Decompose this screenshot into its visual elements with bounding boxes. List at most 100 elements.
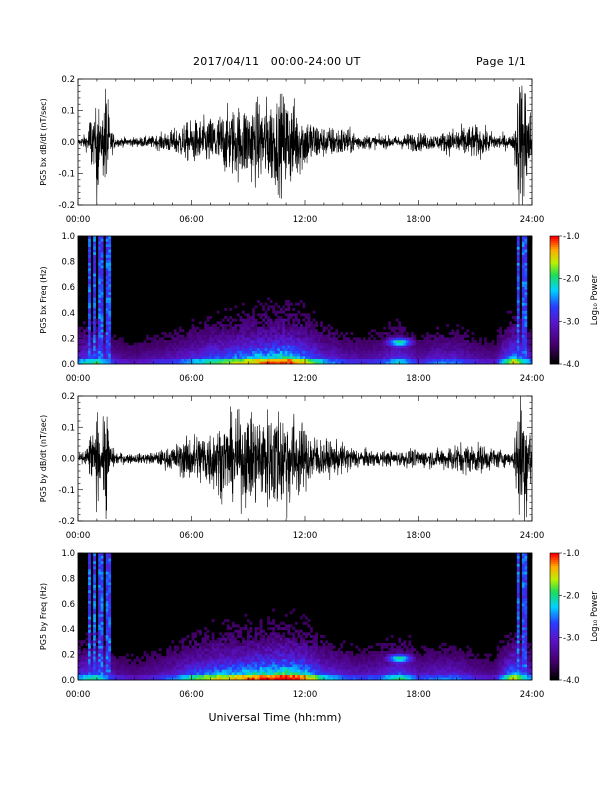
spectrogram-cell <box>320 334 323 338</box>
spectrogram-cell <box>166 661 170 665</box>
spectrogram-cell <box>320 345 323 349</box>
spectrogram-cell <box>211 332 215 335</box>
spectrogram-cell <box>93 645 96 649</box>
spectrogram-cell <box>267 656 270 660</box>
spectrogram-cell <box>108 587 112 591</box>
spectrogram-cell <box>337 350 341 354</box>
spectrogram-cell <box>241 669 245 673</box>
spectrogram-cell <box>403 348 407 351</box>
spectrogram-cell <box>100 650 104 654</box>
spectrogram-cell <box>269 650 273 654</box>
spectrogram-cell <box>337 661 341 665</box>
spectrogram-cell <box>88 608 91 612</box>
spectrogram-cell <box>282 318 286 322</box>
spectrogram-cell <box>181 677 185 681</box>
spectrogram-cell <box>110 661 114 665</box>
spectrogram-cell <box>105 627 109 631</box>
spectrogram-cell <box>115 348 119 351</box>
spectrogram-cell <box>426 342 429 346</box>
spectrogram-cell <box>244 658 248 662</box>
spectrogram-cell <box>191 318 195 322</box>
spectrogram-cell <box>365 353 369 357</box>
spectrogram-cell <box>78 674 81 678</box>
spectrogram-cell <box>98 590 101 593</box>
spectrogram-cell <box>294 316 298 319</box>
spectrogram-cell <box>327 340 331 343</box>
spectrogram-cell <box>108 558 112 562</box>
spectrogram-cell <box>181 361 185 365</box>
spectrogram-cell <box>95 669 99 673</box>
spectrogram-cell <box>509 348 513 351</box>
spectrogram-cell <box>211 326 215 330</box>
spectrogram-cell <box>446 345 450 349</box>
spectrogram-cell <box>262 342 265 346</box>
spectrogram-cell <box>108 342 112 346</box>
spectrogram-cell <box>365 340 369 343</box>
spectrogram-cell <box>320 361 323 365</box>
spectrogram-cell <box>168 672 172 676</box>
spectrogram-cell <box>363 656 366 660</box>
spectrogram-cell <box>365 342 369 346</box>
spectrogram-cell <box>299 329 303 333</box>
spectrogram-cell <box>146 361 149 365</box>
spectrogram-cell <box>166 653 170 657</box>
spectrogram-cell <box>226 342 230 346</box>
spectrogram-cell <box>151 653 154 657</box>
spectrogram-cell <box>173 650 177 654</box>
spectrogram-cell <box>320 348 323 351</box>
spectrogram-cell <box>161 358 165 362</box>
spectrogram-cell <box>378 664 381 668</box>
colorbar-swatch <box>550 346 559 350</box>
spectrogram-cell <box>282 650 286 654</box>
spectrogram-cell <box>282 356 286 359</box>
spectrogram-cell <box>90 340 94 343</box>
spectrogram-cell <box>88 590 91 593</box>
spectrogram-cell <box>436 356 439 359</box>
spectrogram-cell <box>100 629 104 633</box>
colorbar-swatch <box>550 259 559 262</box>
spectrogram-cell <box>199 350 202 354</box>
spectrogram-cell <box>421 345 424 349</box>
spectrogram-cell <box>521 316 525 319</box>
spectrogram-cell <box>246 345 250 349</box>
spectrogram-cell <box>466 342 470 346</box>
spectrogram-cell <box>262 664 265 668</box>
spectrogram-cell <box>342 345 346 349</box>
spectrogram-cell <box>292 650 296 654</box>
spectrogram-cell <box>322 329 326 333</box>
spectrogram-cell <box>234 340 238 343</box>
spectrogram-cell <box>173 664 177 668</box>
spectrogram-cell <box>219 329 223 333</box>
spectrogram-cell <box>277 321 281 325</box>
spectrogram-cell <box>282 329 286 333</box>
spectrogram-cell <box>171 353 175 357</box>
spectrogram-cell <box>390 353 394 357</box>
spectrogram-cell <box>118 340 122 343</box>
spectrogram-cell <box>315 635 318 638</box>
spectrogram-cell <box>113 664 117 668</box>
spectrogram-cell <box>357 661 361 665</box>
colorbar-swatch <box>550 263 559 267</box>
spectrogram-cell <box>282 348 286 351</box>
spectrogram-cell <box>80 358 84 362</box>
spectrogram-cell <box>246 648 250 652</box>
spectrogram-cell <box>279 324 283 327</box>
spectrogram-cell <box>456 356 460 359</box>
spectrogram-cell <box>236 361 240 365</box>
spectrogram-cell <box>426 332 429 335</box>
spectrogram-cell <box>188 329 192 333</box>
spectrogram-cell <box>173 340 177 343</box>
spectrogram-cell <box>216 650 220 654</box>
spectrogram-cell <box>229 326 233 330</box>
colorbar-swatch <box>550 342 559 346</box>
spectrogram-cell <box>88 587 91 591</box>
spectrogram-cell <box>410 358 414 362</box>
spectrogram-cell <box>229 677 233 681</box>
spectrogram-cell <box>252 337 255 341</box>
spectrogram-cell <box>305 674 308 678</box>
spectrogram-cell <box>370 664 374 668</box>
spectrogram-cell <box>292 608 296 612</box>
spectrogram-cell <box>370 666 374 670</box>
spectrogram-cell <box>176 342 180 346</box>
spectrogram-cell <box>378 669 381 673</box>
